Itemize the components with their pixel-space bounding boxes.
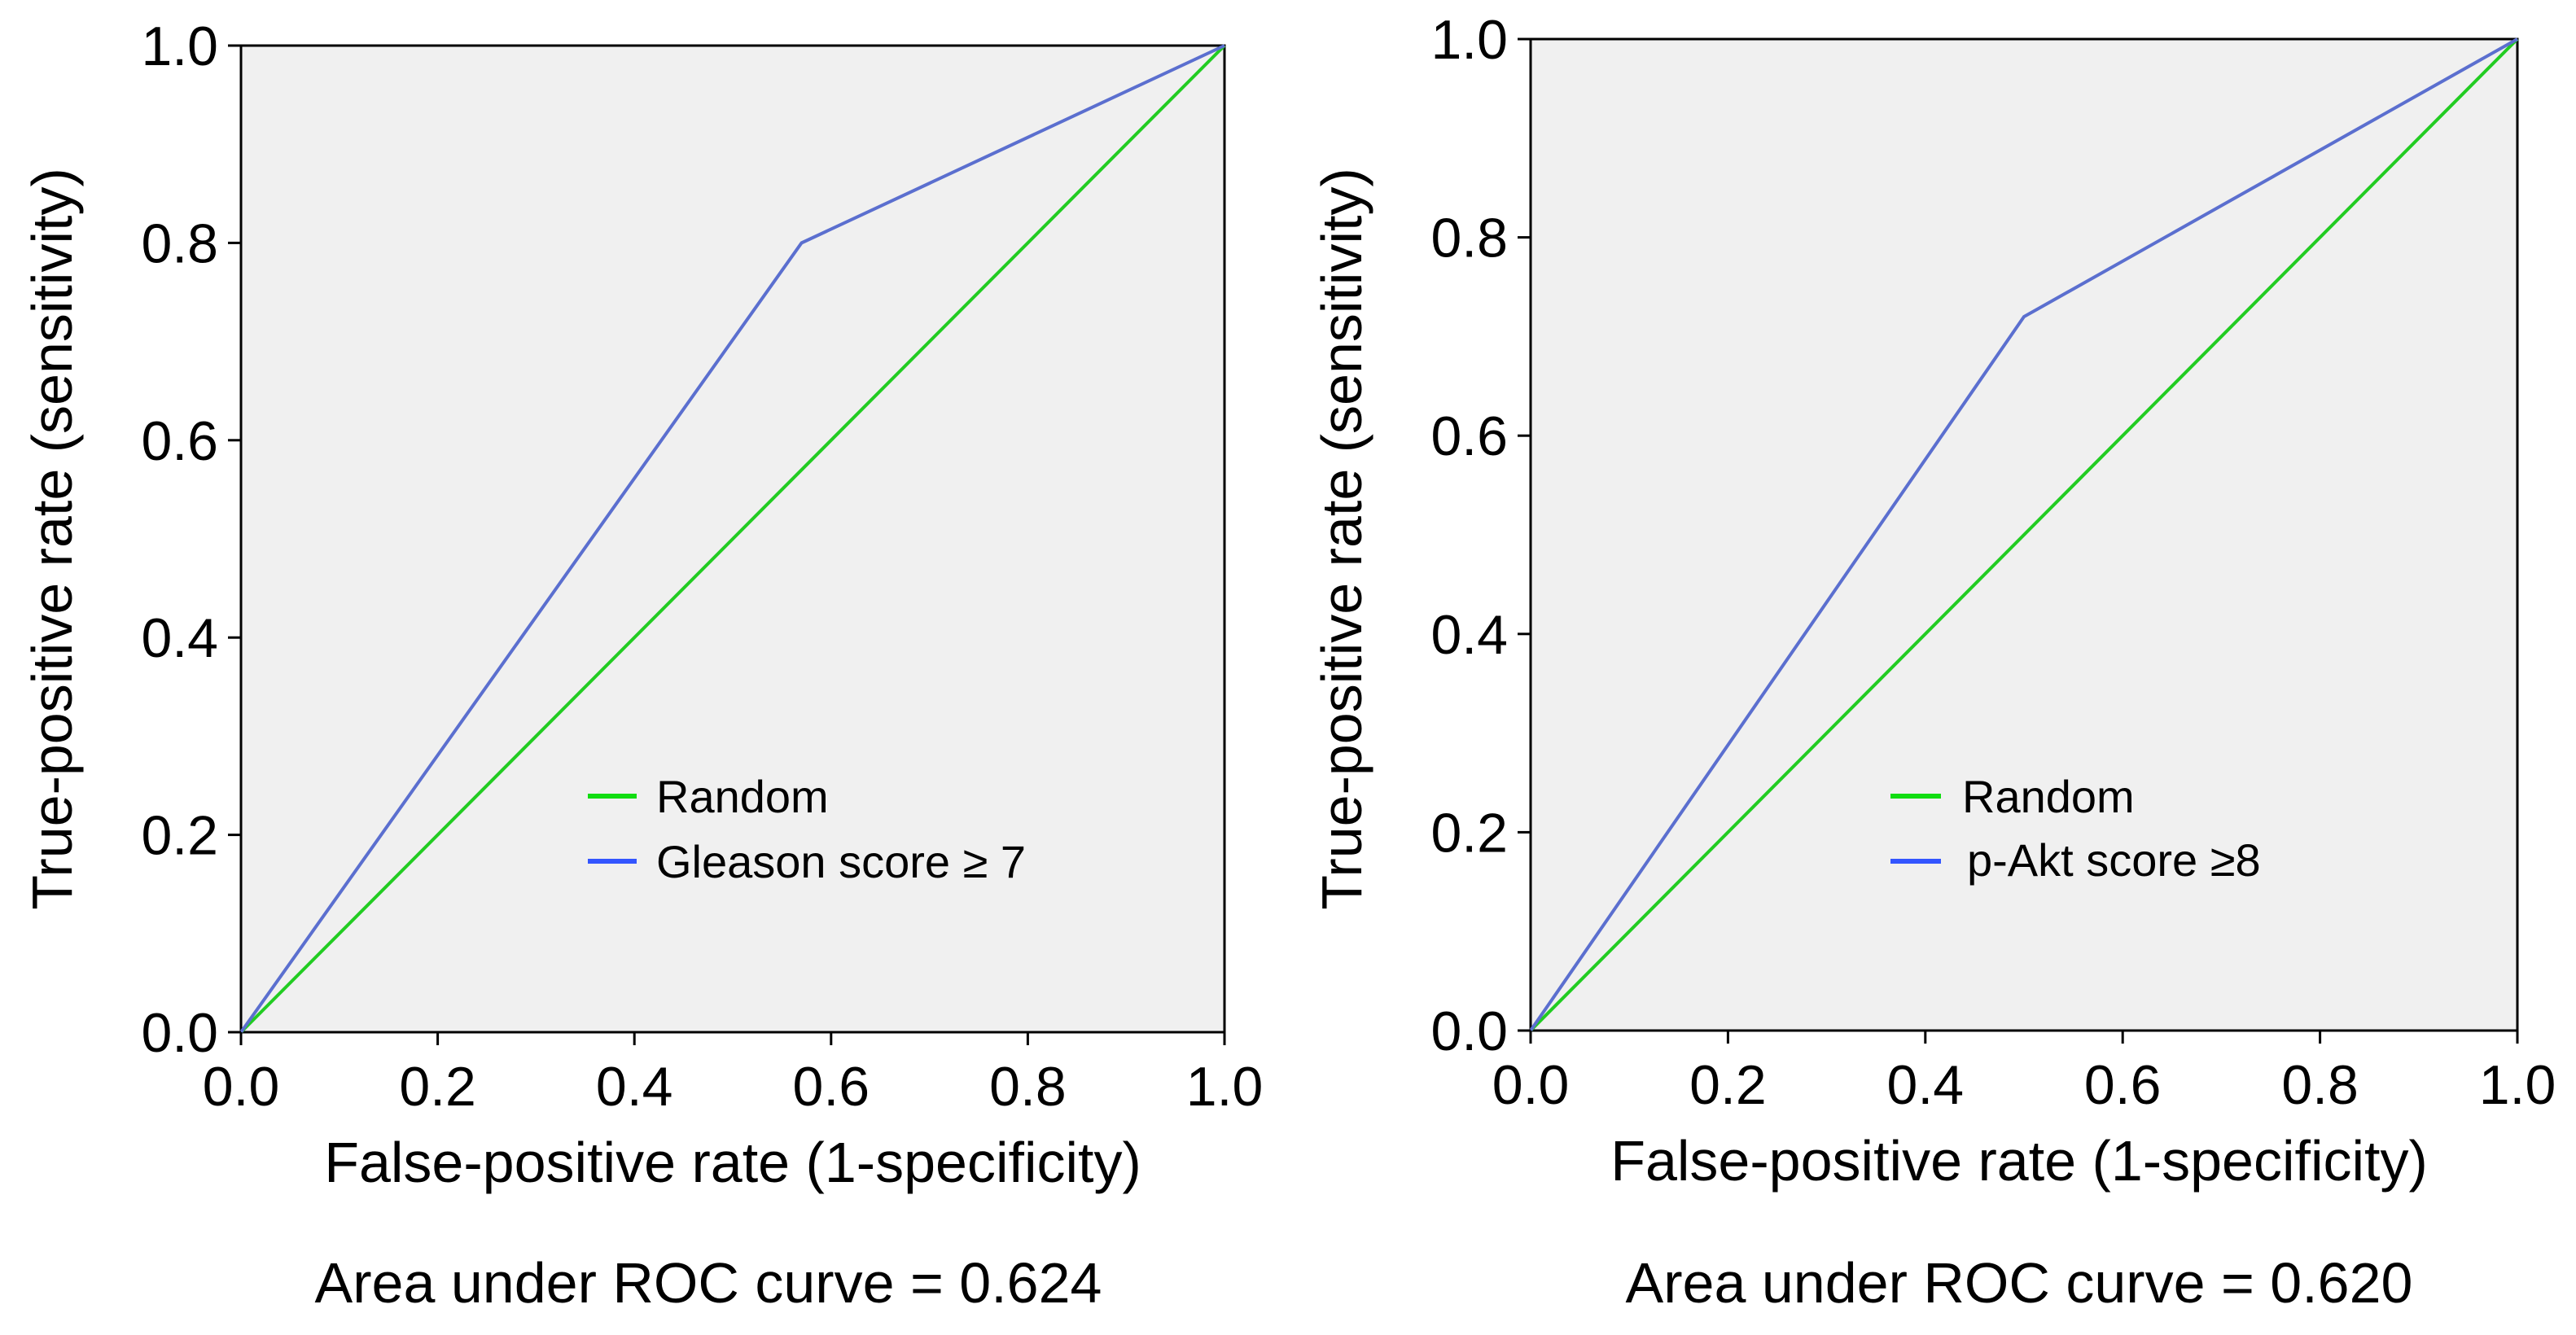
x-axis-label: False-positive rate (1-specificity) [324,1131,1141,1194]
y-axis-label: True-positive rate (sensitivity) [20,168,84,910]
chart-panel-right: 0.0 0.2 0.4 0.6 0.8 1.0 0.0 0.2 0.4 0.6 0.8 1.0 Fa… [1310,9,2556,1315]
auc-caption: Area under ROC curve = 0.624 [315,1251,1102,1315]
y-tick-label: 0.6 [141,410,218,472]
x-tick-label: 0.8 [989,1056,1067,1118]
y-tick-label: 0.0 [1430,1000,1508,1062]
legend-roc-label: p-Akt score ≥8 [1967,834,2261,886]
roc-series-line [239,44,1225,1034]
x-tick-label: 0.0 [1492,1054,1570,1116]
y-tick-label: 1.0 [1430,9,1508,71]
y-tick-label: 0.4 [1430,604,1508,666]
y-tick-label: 0.8 [141,212,218,274]
auc-caption: Area under ROC curve = 0.620 [1626,1251,2413,1315]
y-tick-label: 0.0 [141,1002,218,1064]
legend-roc-label: Gleason score ≥ 7 [656,836,1026,887]
x-axis-ticks-right: 0.0 0.2 0.4 0.6 0.8 1.0 [1492,1031,2556,1116]
x-tick-label: 0.0 [203,1056,280,1118]
y-tick-label: 0.6 [1430,405,1508,467]
legend-random-label: Random [1962,771,2135,822]
random-series-line [239,44,1226,1034]
x-tick-label: 1.0 [2479,1054,2556,1116]
y-tick-label: 0.8 [1430,208,1508,269]
y-axis-ticks-right: 0.0 0.2 0.4 0.6 0.8 1.0 [1430,9,1531,1062]
y-tick-label: 0.2 [141,805,218,867]
x-tick-label: 0.6 [2084,1054,2162,1116]
y-tick-label: 0.2 [1430,802,1508,864]
x-tick-label: 1.0 [1186,1056,1264,1118]
legend-random-label: Random [656,771,829,822]
x-tick-label: 0.4 [596,1056,673,1118]
y-tick-label: 0.4 [141,607,218,669]
legend-left: Random Gleason score ≥ 7 [588,771,1026,887]
x-tick-label: 0.8 [2281,1054,2359,1116]
x-axis-ticks-left: 0.0 0.2 0.4 0.6 0.8 1.0 [203,1032,1264,1118]
x-tick-label: 0.6 [793,1056,870,1118]
chart-panel-left: 0.0 0.2 0.4 0.6 0.8 1.0 0.0 0.2 0.4 0.6 0.8 1.0 Fa… [20,15,1263,1315]
y-axis-label: True-positive rate (sensitivity) [1310,168,1373,910]
legend-right: Random p-Akt score ≥8 [1890,771,2261,886]
roc-series-line [1529,37,2518,1032]
x-axis-label: False-positive rate (1-specificity) [1610,1129,2428,1193]
y-tick-label: 1.0 [141,15,218,77]
y-axis-ticks-left: 0.0 0.2 0.4 0.6 0.8 1.0 [141,15,241,1064]
random-series-line [1529,37,2519,1032]
x-tick-label: 0.2 [1689,1054,1767,1116]
x-tick-label: 0.2 [399,1056,476,1118]
x-tick-label: 0.4 [1887,1054,1965,1116]
